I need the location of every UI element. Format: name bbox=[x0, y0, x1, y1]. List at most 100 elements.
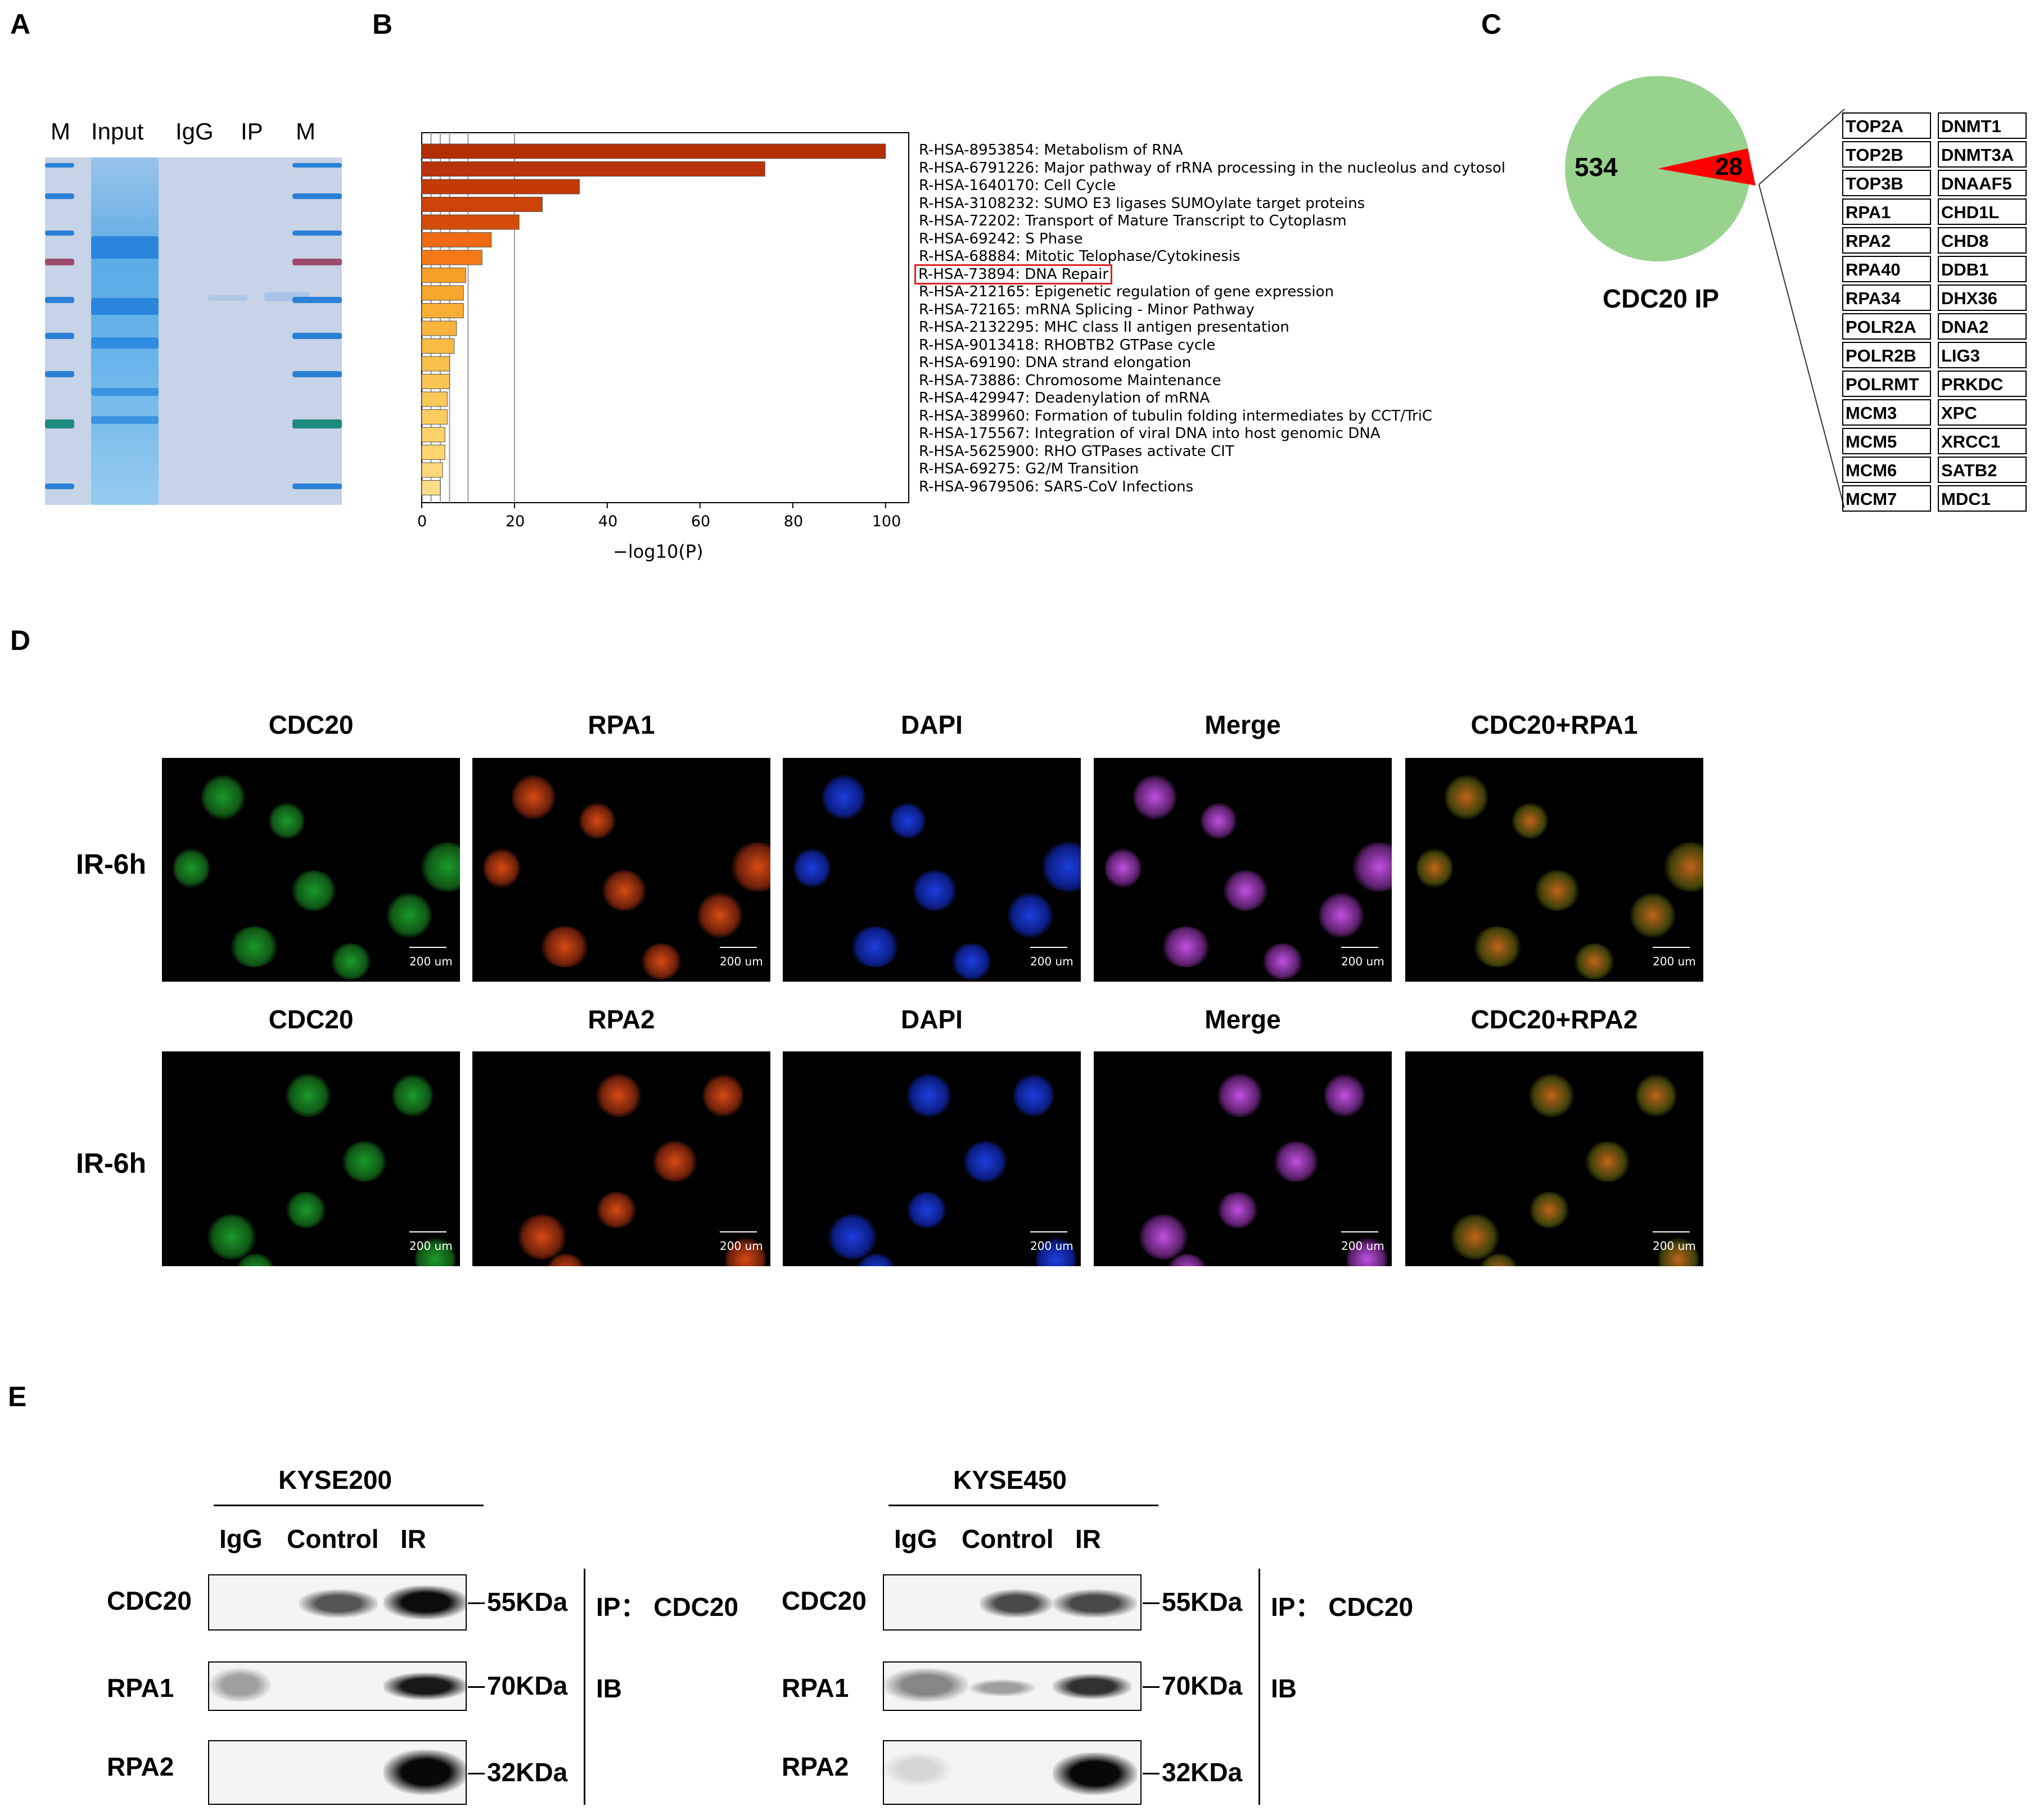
cell-6 bbox=[1167, 1254, 1207, 1266]
cell-0 bbox=[822, 775, 865, 820]
cell-3 bbox=[1319, 893, 1364, 938]
callout-lines bbox=[1758, 109, 1844, 509]
bar-label-11: R-HSA-9013418: RHOBTB2 GTPase cycle bbox=[919, 336, 1216, 354]
row1-title-0: CDC20 bbox=[268, 710, 354, 739]
bar-label-18: R-HSA-69275: G2/M Transition bbox=[919, 460, 1139, 477]
panel-label-e: E bbox=[8, 1381, 27, 1412]
gene-right-prkdc: PRKDC bbox=[1938, 371, 2027, 397]
cell-3 bbox=[1630, 893, 1675, 938]
cell-0 bbox=[1133, 775, 1176, 820]
bar-label-13: R-HSA-73886: Chromosome Maintenance bbox=[919, 372, 1221, 389]
ip-divider bbox=[584, 1569, 585, 1805]
scale-bar bbox=[720, 1231, 757, 1232]
bar-16 bbox=[421, 427, 445, 442]
cell-3 bbox=[1450, 1214, 1500, 1259]
band-2 bbox=[1053, 1674, 1131, 1699]
bar-15 bbox=[421, 409, 448, 424]
band-0 bbox=[980, 1589, 1053, 1618]
cell-2 bbox=[602, 870, 647, 911]
band-0 bbox=[209, 1668, 271, 1702]
bar-12 bbox=[421, 356, 450, 372]
cell-7 bbox=[731, 842, 770, 892]
ib-label: IB bbox=[1271, 1674, 1297, 1703]
scale-bar bbox=[1030, 947, 1067, 948]
blot-cdc20 bbox=[883, 1574, 1142, 1631]
kda-tick-2 bbox=[1143, 1772, 1160, 1774]
gene-left-polr2a: POLR2A bbox=[1842, 313, 1931, 340]
cell-3 bbox=[828, 1214, 877, 1259]
gene-right-dnmt1: DNMT1 bbox=[1938, 112, 2027, 139]
bar-label-12: R-HSA-69190: DNA strand elongation bbox=[919, 354, 1192, 371]
band-1 bbox=[1053, 1589, 1137, 1618]
row1-image-2: 200 um bbox=[783, 758, 1081, 982]
bar-label-5: R-HSA-69242: S Phase bbox=[919, 230, 1083, 247]
cell-6 bbox=[545, 1254, 586, 1266]
bar-10 bbox=[421, 320, 457, 336]
row2-image-3: 200 um bbox=[1094, 1051, 1392, 1266]
cell-6 bbox=[641, 943, 682, 979]
kda-tick-0 bbox=[468, 1602, 485, 1604]
bar-8 bbox=[421, 285, 464, 301]
kda-label-0: 55KDa bbox=[487, 1587, 568, 1616]
scale-label: 200 um bbox=[1341, 955, 1384, 968]
cell-2 bbox=[1274, 1141, 1319, 1182]
cell-0 bbox=[1445, 775, 1488, 820]
panel-label-d: D bbox=[10, 625, 31, 656]
gene-right-lig3: LIG3 bbox=[1938, 342, 2027, 368]
cell-1 bbox=[269, 803, 305, 839]
bar-1 bbox=[421, 161, 765, 177]
cell-1 bbox=[1512, 803, 1548, 839]
row-label-rpa2: RPA2 bbox=[107, 1752, 174, 1781]
cell-5 bbox=[229, 927, 279, 967]
bar-label-9: R-HSA-72165: mRNA Splicing - Minor Pathw… bbox=[919, 301, 1255, 318]
blot-rpa1 bbox=[208, 1661, 467, 1711]
cell-1 bbox=[1636, 1074, 1676, 1117]
cell-2 bbox=[912, 870, 957, 911]
cell-3 bbox=[1139, 1214, 1188, 1259]
row1-title-1: RPA1 bbox=[588, 710, 655, 739]
ib-label: IB bbox=[596, 1674, 622, 1703]
cell-4 bbox=[1217, 1192, 1258, 1228]
row2-title-1: RPA2 bbox=[588, 1005, 655, 1034]
cell-4 bbox=[1105, 848, 1141, 888]
bar-6 bbox=[421, 250, 482, 265]
cell-2 bbox=[1535, 870, 1580, 911]
scale-bar bbox=[720, 947, 757, 948]
cell-1 bbox=[579, 803, 615, 839]
bar-label-8: R-HSA-212165: Epigenetic regulation of g… bbox=[919, 283, 1334, 300]
row-label-2: IR-6h bbox=[76, 1148, 146, 1179]
scale-bar bbox=[1030, 1231, 1067, 1232]
gene-right-xpc: XPC bbox=[1938, 399, 2027, 426]
lane-ir: IR bbox=[1075, 1524, 1101, 1553]
cell-0 bbox=[1217, 1074, 1262, 1117]
gene-right-dnaaf5: DNAAF5 bbox=[1938, 170, 2027, 196]
row-label-rpa1: RPA1 bbox=[782, 1673, 849, 1702]
pie-value-534: 534 bbox=[1575, 152, 1618, 182]
bar-19 bbox=[421, 480, 441, 495]
scale-label: 200 um bbox=[409, 1239, 453, 1253]
gene-right-dnmt3a: DNMT3A bbox=[1938, 141, 2027, 168]
cell-0 bbox=[1529, 1074, 1574, 1117]
gene-left-top3b: TOP3B bbox=[1842, 170, 1931, 196]
cell-2 bbox=[342, 1141, 387, 1182]
cell-0 bbox=[512, 775, 555, 820]
row2-title-2: DAPI bbox=[901, 1005, 963, 1034]
x-tick-label-4: 80 bbox=[783, 513, 804, 530]
gene-left-mcm3: MCM3 bbox=[1842, 399, 1931, 426]
cell-6 bbox=[1574, 943, 1614, 979]
x-tick-label-5: 100 bbox=[872, 513, 901, 530]
scale-label: 200 um bbox=[720, 955, 763, 968]
kda-label-1: 70KDa bbox=[1162, 1671, 1243, 1700]
kda-tick-1 bbox=[468, 1686, 485, 1688]
cell-1 bbox=[703, 1074, 743, 1117]
cell-4 bbox=[1417, 848, 1452, 888]
row2-image-0: 200 um bbox=[162, 1051, 460, 1266]
bar-label-16: R-HSA-175567: Integration of viral DNA i… bbox=[919, 425, 1381, 442]
gene-left-top2b: TOP2B bbox=[1842, 141, 1931, 168]
cell-6 bbox=[1262, 943, 1303, 979]
cell-6 bbox=[856, 1254, 896, 1266]
cell-4 bbox=[906, 1192, 947, 1228]
pie-value-28: 28 bbox=[1715, 153, 1743, 180]
ip-label: IP： CDC20 bbox=[596, 1592, 739, 1622]
cell-4 bbox=[286, 1192, 326, 1228]
